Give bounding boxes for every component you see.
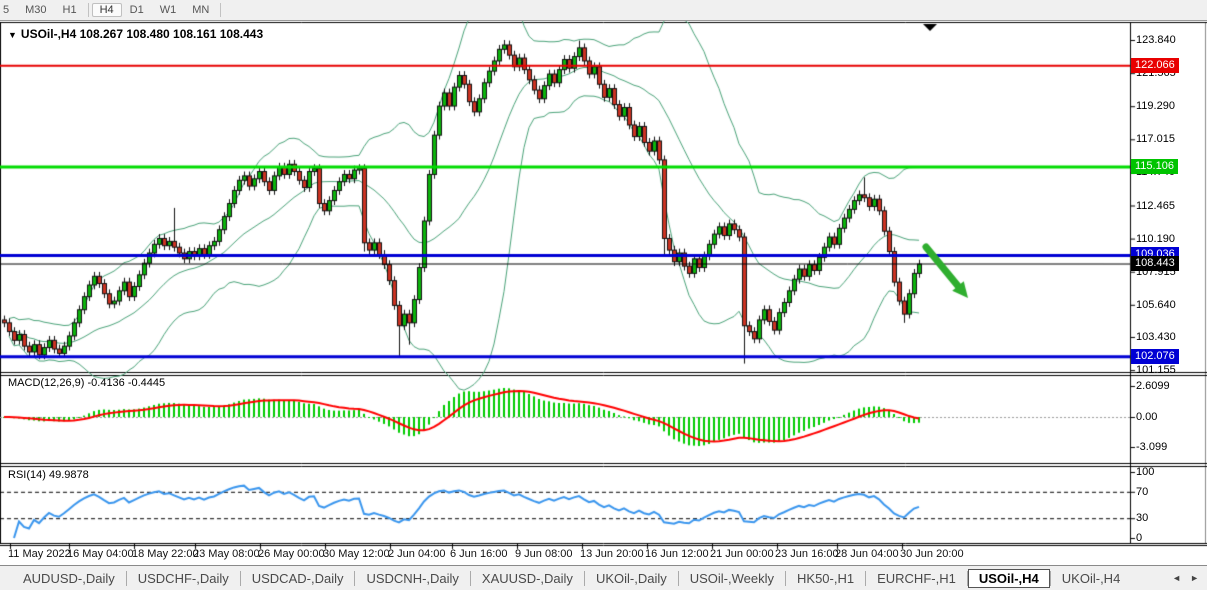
toolbar-separator [220,3,222,17]
price-level-badge: 108.443 [1131,256,1179,272]
timeframe-toolbar: 5 M30 H1 H4 D1 W1 MN [0,0,1207,21]
rsi-value: 49.9878 [48,469,89,481]
macd-values: -0.4136 -0.4445 [87,377,166,389]
tab-scroll-right-icon[interactable]: ► [1190,573,1199,583]
time-axis-label: 30 May 12:00 [323,548,390,560]
time-axis-label: 30 Jun 20:00 [900,548,964,560]
time-axis-label: 18 May 22:00 [132,548,199,560]
tab-scroll-arrows: ◄ ► [1172,573,1199,583]
tab-separator [125,570,127,586]
macd-axis-label: -3.099 [1136,441,1168,453]
rsi-label: RSI(14) 49.9878 [8,469,89,481]
time-axis-label: 26 May 00:00 [258,548,325,560]
tab-separator [785,570,787,586]
price-axis-label: 119.290 [1136,100,1175,113]
tab-separator [583,570,585,586]
symbol-tab-eurchfh1[interactable]: EURCHF-,H1 [877,570,956,586]
symbol-tab-ukoildaily[interactable]: UKOil-,Daily [595,570,667,586]
price-level-badge: 122.066 [1131,57,1179,73]
price-axis-label: 123.840 [1136,34,1176,46]
price-axis-label: 103.430 [1136,330,1176,343]
time-axis-label: 16 May 04:00 [67,548,134,560]
symbol-tab-bar: AUDUSD-,Daily USDCHF-,Daily USDCAD-,Daily U… [0,565,1207,590]
tab-separator [239,570,241,586]
time-axis-label: 28 Jun 04:00 [835,548,899,560]
macd-axis-label: 2.6099 [1136,380,1170,392]
time-axis-label: 21 Jun 00:00 [710,548,774,560]
rsi-axis-label: 100 [1136,466,1155,478]
chart-dropdown-icon[interactable]: ▼ [8,30,17,40]
chart-ohlc-values: 108.267 108.480 108.161 108.443 [79,27,264,41]
price-level-badge: 115.106 [1131,159,1178,175]
timeframe-button-mn[interactable]: MN [192,4,210,16]
time-axis-label: 2 Jun 04:00 [388,548,446,560]
macd-axis-label: 0.00 [1136,411,1158,423]
tab-separator [469,570,471,586]
tab-separator [966,570,968,586]
time-axis-label: 9 Jun 08:00 [515,548,573,560]
tab-separator [1049,570,1051,586]
price-axis-label: 105.640 [1136,298,1176,311]
symbol-tab-usoilh4[interactable]: USOil-,H4 [967,568,1050,588]
rsi-axis-label: 30 [1136,512,1149,525]
symbol-tab-ukoilh4[interactable]: UKOil-,H4 [1061,570,1121,586]
tab-separator [677,570,679,586]
symbol-tab-usoilweekly[interactable]: USOil-,Weekly [689,570,775,586]
price-axis-label: 112.465 [1136,199,1175,212]
timeframe-button-w1[interactable]: W1 [159,4,177,16]
time-axis-label: 23 May 08:00 [193,548,260,560]
toolbar-separator [87,3,89,17]
price-axis-label: 117.015 [1136,133,1175,146]
tab-separator [865,570,867,586]
symbol-tab-usdcnhdaily[interactable]: USDCNH-,Daily [366,570,459,586]
symbol-tab-usdcaddaily[interactable]: USDCAD-,Daily [251,570,344,586]
chart-title: ▼ USOil-,H4 108.267 108.480 108.161 108.4… [8,27,263,41]
tab-separator [354,570,356,586]
timeframe-button-m30[interactable]: M30 [25,4,47,16]
timeframe-button-h4[interactable]: H4 [91,3,122,17]
chart-symbol-label: USOil-,H4 [20,27,77,41]
price-axis-label: 110.190 [1136,232,1175,245]
timeframe-button-5[interactable]: 5 [3,4,10,16]
price-level-badge: 102.076 [1131,348,1179,364]
time-axis-label: 13 Jun 20:00 [580,548,644,560]
time-axis-label: 23 Jun 16:00 [775,548,839,560]
tab-scroll-left-icon[interactable]: ◄ [1172,573,1182,583]
macd-label: MACD(12,26,9) -0.4136 -0.4445 [8,377,166,389]
time-axis-label: 11 May 2022 [8,548,71,560]
symbol-tab-hk50h1[interactable]: HK50-,H1 [797,570,855,586]
rsi-axis-label: 70 [1136,485,1149,498]
rsi-axis-label: 0 [1136,532,1143,544]
timeframe-button-d1[interactable]: D1 [129,4,144,16]
time-axis-label: 6 Jun 16:00 [450,548,508,560]
time-axis-label: 16 Jun 12:00 [645,548,709,560]
price-axis-label: 101.155 [1136,364,1176,377]
symbol-tab-usdchfdaily[interactable]: USDCHF-,Daily [137,570,229,586]
timeframe-button-h1[interactable]: H1 [62,4,77,16]
symbol-tab-audusddaily[interactable]: AUDUSD-,Daily [23,570,115,586]
symbol-tab-xauusddaily[interactable]: XAUUSD-,Daily [481,570,573,586]
